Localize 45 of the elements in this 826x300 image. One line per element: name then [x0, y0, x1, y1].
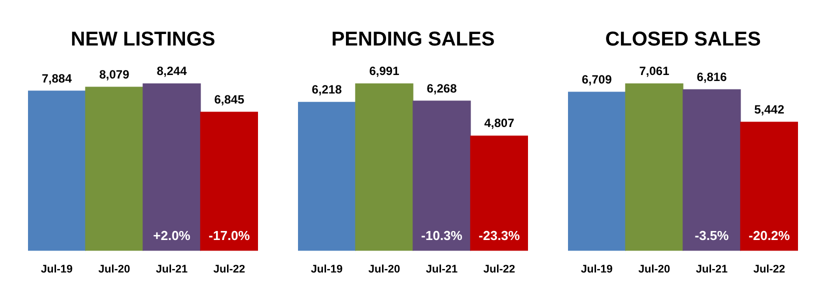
data-label: 7,884: [42, 71, 72, 86]
chart-title: NEW LISTINGS: [70, 28, 216, 51]
x-tick-label: Jul-21: [156, 263, 188, 276]
data-label: 8,079: [99, 67, 130, 82]
data-label: 7,061: [639, 64, 670, 78]
data-label: 6,709: [582, 72, 612, 86]
annotation: -3.5%: [694, 228, 730, 243]
bar: [142, 83, 201, 251]
x-tick-label: Jul-19: [310, 263, 343, 276]
x-tick-label: Jul-22: [483, 263, 516, 276]
x-tick-label: Jul-19: [580, 263, 613, 276]
x-tick-label: Jul-21: [696, 263, 728, 276]
data-label: 6,991: [369, 64, 400, 78]
bar: [625, 83, 684, 251]
x-tick-label: Jul-19: [40, 263, 73, 276]
data-label: 6,218: [312, 82, 342, 97]
annotation: -10.3%: [421, 228, 463, 243]
x-tick-label: Jul-22: [753, 263, 786, 276]
data-label: 6,816: [696, 70, 728, 84]
bar: [200, 112, 258, 251]
x-tick-label: Jul-20: [368, 263, 400, 276]
bar: [568, 92, 626, 251]
bar: [682, 89, 741, 251]
bar: [28, 90, 86, 251]
bar: [740, 122, 798, 251]
data-label: 6,268: [426, 81, 458, 96]
x-tick-label: Jul-22: [213, 263, 246, 276]
chart-title: CLOSED SALES: [605, 28, 761, 51]
data-label: 6,845: [214, 92, 245, 106]
bar: [355, 83, 414, 251]
x-tick-label: Jul-21: [426, 263, 458, 276]
bar: [412, 100, 471, 251]
data-label: 8,244: [156, 64, 188, 78]
annotation: +2.0%: [153, 228, 191, 243]
annotation: -23.3%: [478, 228, 520, 243]
x-tick-label: Jul-20: [98, 263, 130, 276]
data-label: 4,807: [484, 116, 515, 130]
chart-title: PENDING SALES: [331, 28, 495, 51]
annotation: -20.2%: [748, 228, 790, 243]
bar: [298, 102, 356, 251]
x-tick-label: Jul-20: [638, 263, 670, 276]
annotation: -17.0%: [208, 228, 250, 243]
data-label: 5,442: [754, 102, 785, 116]
bar: [470, 136, 528, 251]
bar: [85, 86, 144, 251]
